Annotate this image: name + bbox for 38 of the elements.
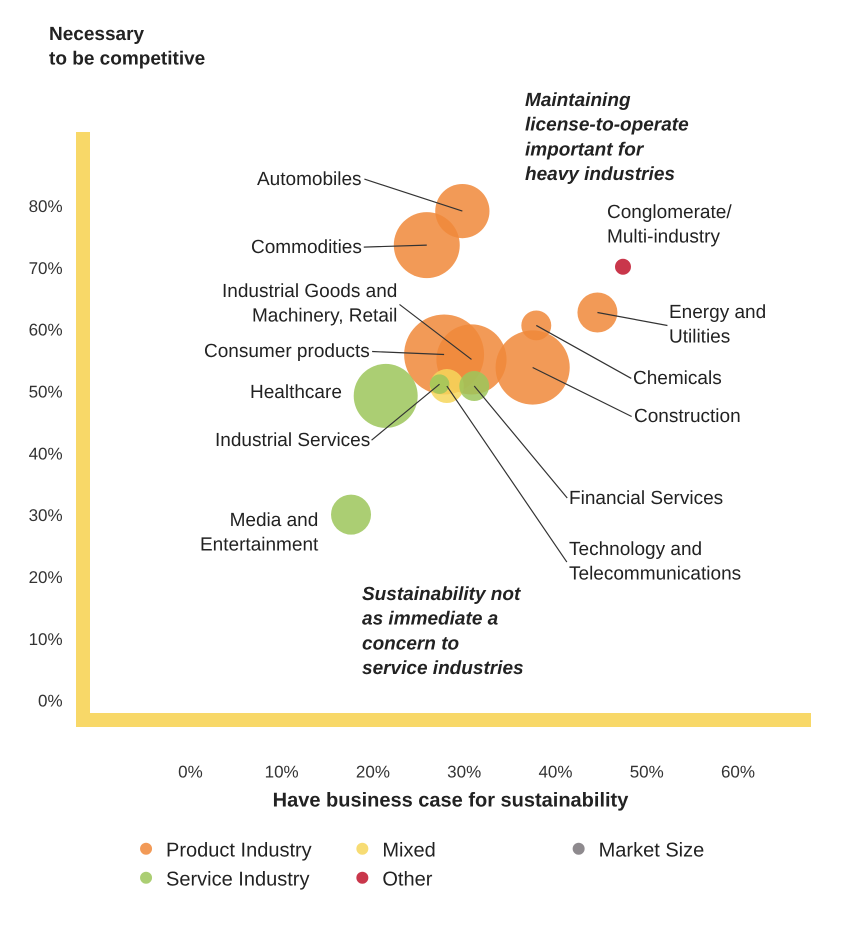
- y-tick-label: 10%: [28, 630, 63, 649]
- annotation: Technology and Telecommunications: [569, 539, 742, 585]
- x-tick-label: 40%: [538, 762, 572, 782]
- legend-label: Other: [382, 868, 433, 890]
- x-tick-label: 50%: [630, 762, 664, 782]
- annotation: Conglomerate/ Multi-industry: [607, 202, 732, 248]
- y-axis-title: Necessary to be competitive: [49, 24, 206, 70]
- x-tick-label: 30%: [447, 762, 482, 782]
- annotation: Maintaining license-to-operate important for heavy industries: [525, 90, 690, 186]
- y-tick-label: 50%: [28, 382, 63, 402]
- y-tick-label: 40%: [28, 444, 63, 464]
- annotation: Chemicals: [633, 368, 722, 389]
- legend-title: Market Size: [598, 840, 704, 862]
- annotation: Construction: [634, 406, 741, 427]
- annotation: Healthcare: [250, 382, 342, 403]
- annotation: Commodities: [251, 237, 362, 258]
- y-tick-label: 70%: [28, 258, 63, 278]
- annotation: Automobiles: [257, 169, 362, 190]
- annotation: Consumer products: [204, 341, 370, 362]
- annotation: Industrial Services: [215, 430, 370, 451]
- legend-label: Service Industry: [166, 868, 310, 890]
- annotation: Industrial Goods and Machinery, Retail: [222, 281, 398, 327]
- y-tick-label: 80%: [28, 197, 63, 216]
- annotation: Energy and Utilities: [669, 302, 766, 348]
- annotation: Sustainability not as immediate a concern to service industries: [362, 584, 524, 680]
- y-tick-label: 30%: [28, 506, 63, 526]
- annotation: Media and Entertainment: [200, 510, 320, 556]
- x-tick-label: 10%: [264, 762, 299, 782]
- y-tick-label: 0%: [38, 692, 63, 711]
- y-tick-label: 20%: [28, 568, 63, 587]
- x-axis-title: Have business case for sustainability: [272, 789, 630, 812]
- x-tick-label: 0%: [178, 762, 203, 782]
- legend-label: Product Industry: [166, 840, 312, 862]
- x-tick-label: 60%: [720, 762, 756, 782]
- annotation: Financial Services: [569, 488, 724, 509]
- legend-label: Mixed: [382, 840, 436, 862]
- y-tick-label: 60%: [28, 320, 63, 340]
- x-tick-label: 20%: [356, 762, 390, 782]
